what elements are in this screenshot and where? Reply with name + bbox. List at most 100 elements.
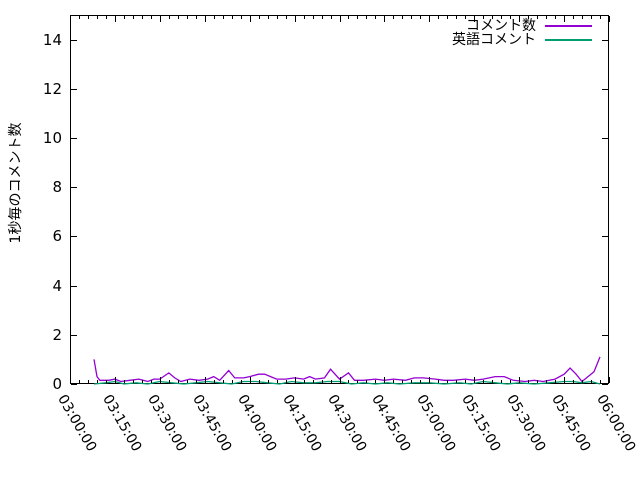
- tick-mark: [71, 236, 77, 237]
- tick-mark: [322, 16, 323, 19]
- tick-mark: [420, 16, 421, 19]
- tick-mark: [402, 380, 403, 383]
- tick-mark: [384, 16, 385, 22]
- tick-mark: [492, 16, 493, 19]
- tick-mark: [187, 380, 188, 383]
- tick-mark: [564, 16, 565, 22]
- y-tick-label: 12: [42, 80, 62, 98]
- tick-mark: [492, 380, 493, 383]
- plot-area: [70, 15, 609, 384]
- x-tick-label: 03:30:00: [144, 392, 190, 455]
- tick-mark: [546, 16, 547, 19]
- tick-mark: [456, 380, 457, 383]
- tick-mark: [71, 384, 77, 385]
- x-tick-label: 04:15:00: [279, 392, 325, 455]
- tick-mark: [71, 40, 77, 41]
- tick-mark: [304, 16, 305, 19]
- x-tick-label: 04:30:00: [324, 392, 370, 455]
- y-tick-label: 14: [42, 31, 62, 49]
- tick-mark: [304, 380, 305, 383]
- tick-mark: [124, 380, 125, 383]
- tick-mark: [71, 335, 77, 336]
- tick-mark: [97, 380, 98, 383]
- x-tick-label: 05:30:00: [503, 392, 549, 455]
- tick-mark: [70, 377, 71, 383]
- tick-mark: [106, 380, 107, 383]
- tick-mark: [602, 384, 608, 385]
- tick-mark: [591, 16, 592, 19]
- tick-mark: [142, 16, 143, 19]
- tick-mark: [259, 380, 260, 383]
- tick-mark: [142, 380, 143, 383]
- tick-mark: [160, 377, 161, 383]
- tick-mark: [602, 335, 608, 336]
- tick-mark: [564, 377, 565, 383]
- tick-mark: [259, 16, 260, 19]
- tick-mark: [313, 16, 314, 19]
- tick-mark: [411, 16, 412, 19]
- tick-mark: [88, 16, 89, 19]
- tick-mark: [447, 16, 448, 19]
- tick-mark: [429, 377, 430, 383]
- tick-mark: [357, 380, 358, 383]
- x-tick-label: 04:45:00: [368, 392, 414, 455]
- tick-mark: [582, 380, 583, 383]
- tick-mark: [501, 16, 502, 19]
- tick-mark: [573, 16, 574, 19]
- tick-mark: [519, 377, 520, 383]
- tick-mark: [591, 380, 592, 383]
- x-tick-label: 03:45:00: [189, 392, 235, 455]
- tick-mark: [609, 16, 610, 22]
- tick-mark: [537, 380, 538, 383]
- y-tick-label: 10: [42, 129, 62, 147]
- tick-mark: [178, 16, 179, 19]
- x-tick-label: 03:15:00: [99, 392, 145, 455]
- tick-mark: [250, 377, 251, 383]
- tick-mark: [286, 16, 287, 19]
- tick-mark: [151, 16, 152, 19]
- tick-mark: [483, 380, 484, 383]
- tick-mark: [268, 380, 269, 383]
- tick-mark: [456, 16, 457, 19]
- legend-line-sample-english-comments: [545, 39, 592, 41]
- tick-mark: [602, 138, 608, 139]
- legend-item-english-comments: 英語コメント: [452, 33, 592, 47]
- tick-mark: [602, 40, 608, 41]
- tick-mark: [205, 377, 206, 383]
- tick-mark: [528, 380, 529, 383]
- x-tick-label: 04:00:00: [234, 392, 280, 455]
- tick-mark: [268, 16, 269, 19]
- tick-mark: [357, 16, 358, 19]
- tick-mark: [232, 16, 233, 19]
- tick-mark: [196, 16, 197, 19]
- tick-mark: [178, 380, 179, 383]
- tick-mark: [106, 16, 107, 19]
- tick-mark: [232, 380, 233, 383]
- tick-mark: [438, 16, 439, 19]
- tick-mark: [519, 16, 520, 22]
- tick-mark: [546, 380, 547, 383]
- tick-mark: [510, 16, 511, 19]
- tick-mark: [295, 16, 296, 22]
- tick-mark: [366, 380, 367, 383]
- tick-mark: [384, 377, 385, 383]
- tick-mark: [124, 16, 125, 19]
- tick-mark: [537, 16, 538, 19]
- tick-mark: [600, 16, 601, 19]
- tick-mark: [97, 16, 98, 19]
- tick-mark: [214, 380, 215, 383]
- tick-mark: [79, 16, 80, 19]
- tick-mark: [411, 380, 412, 383]
- tick-mark: [88, 380, 89, 383]
- tick-mark: [277, 380, 278, 383]
- tick-mark: [286, 380, 287, 383]
- y-tick-label: 4: [52, 277, 62, 295]
- tick-mark: [115, 16, 116, 22]
- tick-mark: [438, 380, 439, 383]
- tick-mark: [205, 16, 206, 22]
- tick-mark: [555, 380, 556, 383]
- tick-mark: [214, 16, 215, 19]
- tick-mark: [71, 89, 77, 90]
- tick-mark: [133, 16, 134, 19]
